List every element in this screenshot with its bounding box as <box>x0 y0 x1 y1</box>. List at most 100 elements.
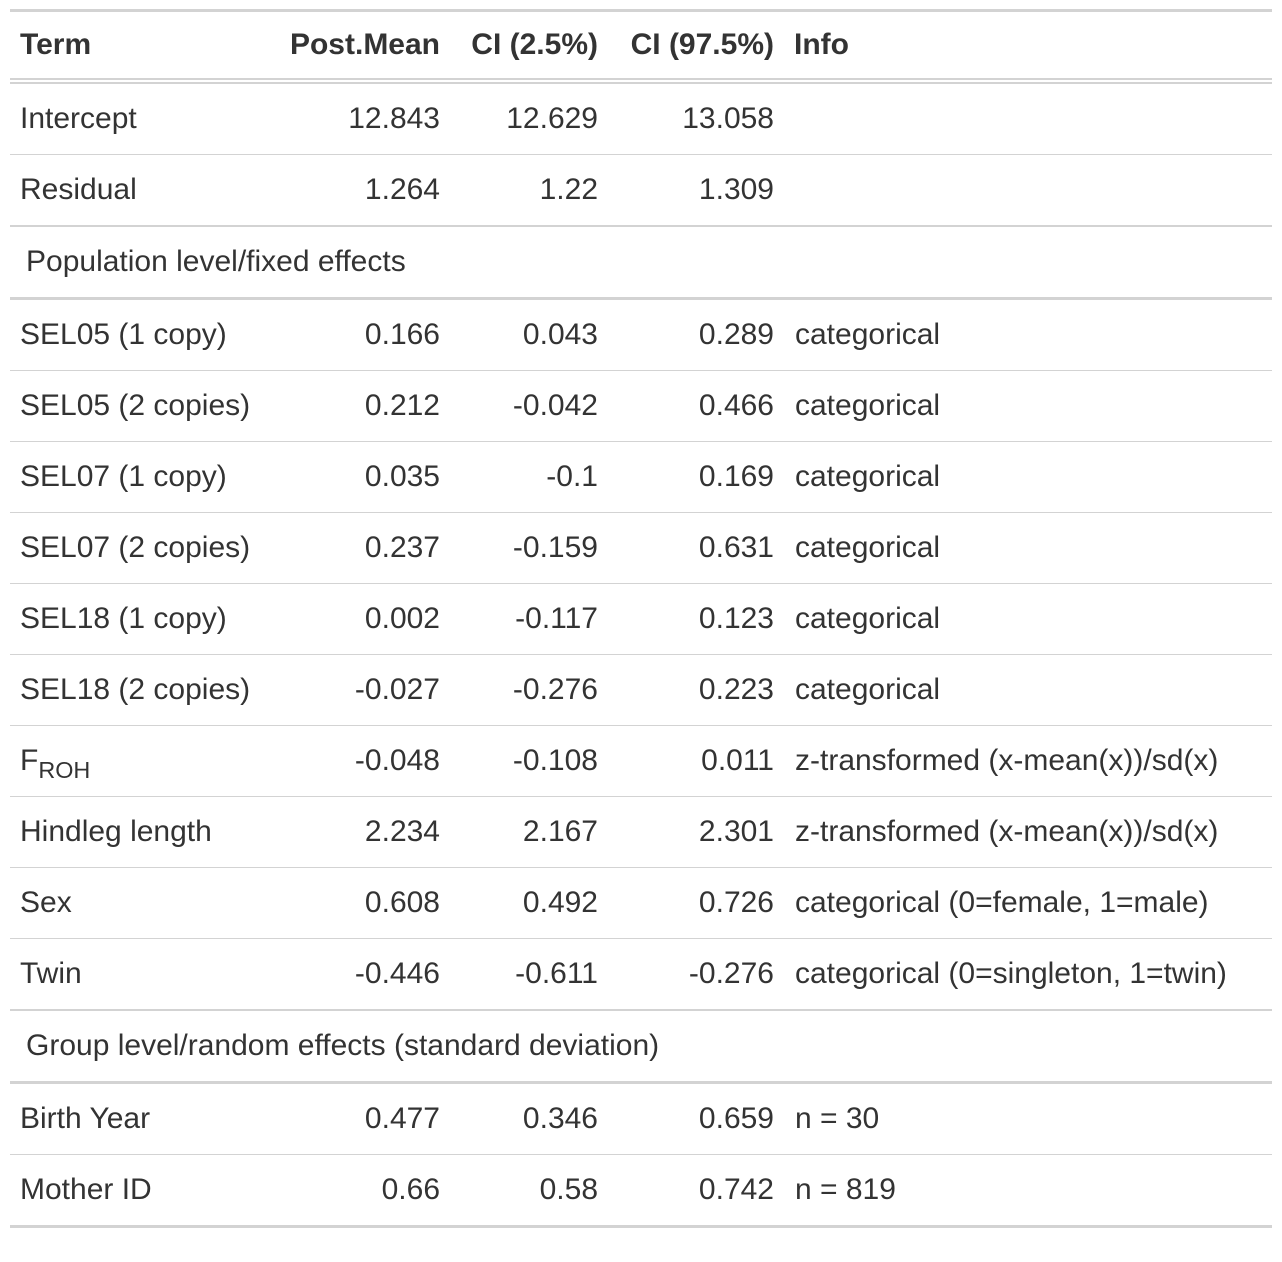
cell-post-mean: 0.608 <box>260 867 450 939</box>
header-info: Info <box>784 10 1272 84</box>
table-row: Twin -0.446 -0.611 -0.276 categorical (0… <box>10 938 1272 1011</box>
cell-term: Intercept <box>10 81 260 155</box>
cell-info: z-transformed (x-mean(x))/sd(x) <box>784 796 1272 868</box>
cell-ci-high: 13.058 <box>608 81 784 155</box>
cell-term: FROH <box>10 725 260 797</box>
cell-post-mean: 0.212 <box>260 370 450 442</box>
cell-post-mean: 2.234 <box>260 796 450 868</box>
cell-info: categorical (0=singleton, 1=twin) <box>784 938 1272 1011</box>
cell-ci-low: -0.611 <box>450 938 608 1011</box>
cell-term: SEL07 (1 copy) <box>10 441 260 513</box>
term-label-subscript-roh: ROH <box>38 757 91 784</box>
table-row: SEL18 (1 copy) 0.002 -0.117 0.123 catego… <box>10 583 1272 655</box>
cell-ci-low: -0.042 <box>450 370 608 442</box>
cell-term: SEL18 (1 copy) <box>10 583 260 655</box>
cell-ci-low: -0.276 <box>450 654 608 726</box>
cell-ci-high: -0.276 <box>608 938 784 1011</box>
cell-post-mean: -0.048 <box>260 725 450 797</box>
cell-ci-low: 0.043 <box>450 298 608 371</box>
cell-post-mean: 1.264 <box>260 154 450 227</box>
cell-term: SEL05 (1 copy) <box>10 298 260 371</box>
cell-ci-high: 0.726 <box>608 867 784 939</box>
cell-info <box>784 81 1272 155</box>
table-row: SEL05 (1 copy) 0.166 0.043 0.289 categor… <box>10 298 1272 371</box>
table-row: SEL05 (2 copies) 0.212 -0.042 0.466 cate… <box>10 370 1272 442</box>
cell-info <box>784 154 1272 227</box>
header-row: Term Post.Mean CI (2.5%) CI (97.5%) Info <box>10 10 1272 84</box>
cell-post-mean: 0.166 <box>260 298 450 371</box>
group-label-fixed-effects: Population level/fixed effects <box>10 225 1272 300</box>
cell-ci-high: 0.466 <box>608 370 784 442</box>
cell-ci-low: 0.346 <box>450 1082 608 1155</box>
table-row: Birth Year 0.477 0.346 0.659 n = 30 <box>10 1082 1272 1155</box>
cell-term: Hindleg length <box>10 796 260 868</box>
table-header: Term Post.Mean CI (2.5%) CI (97.5%) Info <box>10 10 1272 84</box>
group-label-random-effects: Group level/random effects (standard dev… <box>10 1009 1272 1084</box>
cell-ci-low: -0.108 <box>450 725 608 797</box>
term-label-f: F <box>20 744 39 777</box>
table-row: SEL07 (1 copy) 0.035 -0.1 0.169 categori… <box>10 441 1272 513</box>
cell-term: Sex <box>10 867 260 939</box>
group-row-random-effects: Group level/random effects (standard dev… <box>10 1009 1272 1084</box>
group-row-fixed-effects: Population level/fixed effects <box>10 225 1272 300</box>
cell-ci-low: 2.167 <box>450 796 608 868</box>
cell-ci-low: -0.1 <box>450 441 608 513</box>
cell-term: Twin <box>10 938 260 1011</box>
cell-post-mean: -0.027 <box>260 654 450 726</box>
cell-info: categorical <box>784 512 1272 584</box>
results-table-container: Term Post.Mean CI (2.5%) CI (97.5%) Info… <box>10 9 1272 1228</box>
cell-info: categorical (0=female, 1=male) <box>784 867 1272 939</box>
cell-ci-high: 0.169 <box>608 441 784 513</box>
cell-ci-low: 12.629 <box>450 81 608 155</box>
cell-ci-high: 0.123 <box>608 583 784 655</box>
table-row: Mother ID 0.66 0.58 0.742 n = 819 <box>10 1154 1272 1227</box>
cell-info: categorical <box>784 298 1272 371</box>
cell-ci-high: 0.742 <box>608 1154 784 1227</box>
table-body: Intercept 12.843 12.629 13.058 Residual … <box>10 81 1272 1227</box>
header-ci-high: CI (97.5%) <box>608 10 784 84</box>
results-table: Term Post.Mean CI (2.5%) CI (97.5%) Info… <box>10 9 1272 1228</box>
cell-info: categorical <box>784 441 1272 513</box>
header-term: Term <box>10 10 260 84</box>
cell-info: categorical <box>784 370 1272 442</box>
cell-post-mean: 0.66 <box>260 1154 450 1227</box>
cell-ci-high: 0.289 <box>608 298 784 371</box>
cell-ci-high: 0.011 <box>608 725 784 797</box>
table-row: SEL18 (2 copies) -0.027 -0.276 0.223 cat… <box>10 654 1272 726</box>
table-row: FROH -0.048 -0.108 0.011 z-transformed (… <box>10 725 1272 797</box>
cell-term: Birth Year <box>10 1082 260 1155</box>
cell-ci-high: 0.631 <box>608 512 784 584</box>
cell-info: n = 819 <box>784 1154 1272 1227</box>
table-row: Residual 1.264 1.22 1.309 <box>10 154 1272 227</box>
cell-ci-high: 0.659 <box>608 1082 784 1155</box>
cell-term: SEL07 (2 copies) <box>10 512 260 584</box>
cell-post-mean: 0.002 <box>260 583 450 655</box>
table-row: Hindleg length 2.234 2.167 2.301 z-trans… <box>10 796 1272 868</box>
cell-term: Mother ID <box>10 1154 260 1227</box>
cell-term: SEL18 (2 copies) <box>10 654 260 726</box>
table-row: Intercept 12.843 12.629 13.058 <box>10 81 1272 155</box>
cell-term: SEL05 (2 copies) <box>10 370 260 442</box>
cell-ci-low: -0.159 <box>450 512 608 584</box>
cell-term: Residual <box>10 154 260 227</box>
cell-ci-low: -0.117 <box>450 583 608 655</box>
cell-post-mean: 0.477 <box>260 1082 450 1155</box>
cell-ci-low: 0.58 <box>450 1154 608 1227</box>
cell-post-mean: 0.035 <box>260 441 450 513</box>
header-ci-low: CI (2.5%) <box>450 10 608 84</box>
cell-info: z-transformed (x-mean(x))/sd(x) <box>784 725 1272 797</box>
header-post-mean: Post.Mean <box>260 10 450 84</box>
cell-ci-low: 0.492 <box>450 867 608 939</box>
cell-post-mean: 0.237 <box>260 512 450 584</box>
table-row: Sex 0.608 0.492 0.726 categorical (0=fem… <box>10 867 1272 939</box>
cell-ci-low: 1.22 <box>450 154 608 227</box>
cell-ci-high: 0.223 <box>608 654 784 726</box>
cell-info: n = 30 <box>784 1082 1272 1155</box>
cell-info: categorical <box>784 583 1272 655</box>
cell-ci-high: 2.301 <box>608 796 784 868</box>
table-row: SEL07 (2 copies) 0.237 -0.159 0.631 cate… <box>10 512 1272 584</box>
cell-post-mean: 12.843 <box>260 81 450 155</box>
cell-ci-high: 1.309 <box>608 154 784 227</box>
cell-info: categorical <box>784 654 1272 726</box>
cell-post-mean: -0.446 <box>260 938 450 1011</box>
